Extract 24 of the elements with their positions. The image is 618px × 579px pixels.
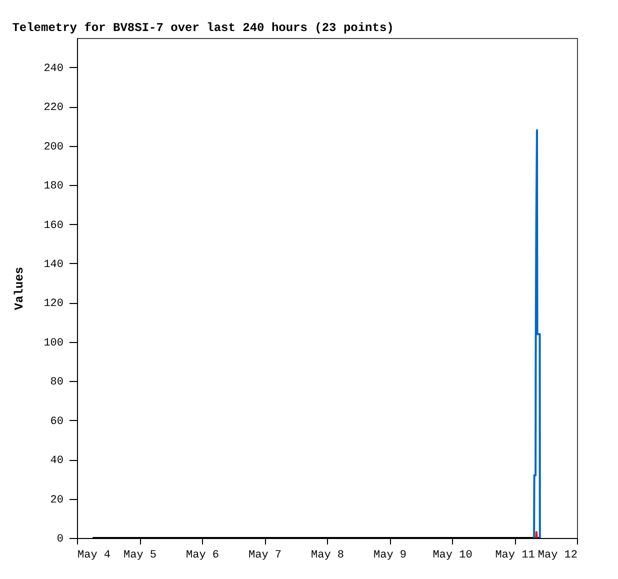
x-tick-label: May 5 bbox=[123, 550, 157, 562]
y-tick-label: 40 bbox=[50, 455, 64, 468]
y-tick-label: 60 bbox=[50, 416, 64, 428]
x-tick-label: May 12 bbox=[538, 550, 578, 562]
y-tick-label: 100 bbox=[44, 337, 64, 350]
y-tick-label: 200 bbox=[44, 141, 64, 154]
x-tick-label: May 6 bbox=[186, 550, 220, 562]
x-tick-label: May 11 bbox=[495, 550, 536, 562]
y-tick-label: 160 bbox=[44, 220, 64, 232]
y-tick-label: 20 bbox=[50, 494, 64, 506]
y-tick-label: 240 bbox=[44, 62, 64, 75]
x-tick-label: May 7 bbox=[248, 550, 282, 562]
y-tick-label: 80 bbox=[50, 376, 64, 389]
x-tick-label: May 9 bbox=[373, 550, 407, 562]
y-tick-label: 0 bbox=[56, 534, 64, 546]
y-tick-label: 220 bbox=[44, 102, 64, 114]
x-tick-label: May 8 bbox=[310, 550, 344, 562]
x-tick-label: May 4 bbox=[78, 550, 111, 562]
y-tick-label: 140 bbox=[44, 258, 64, 271]
x-tick-label: May 10 bbox=[432, 550, 472, 562]
chart-title: Telemetry for BV8SI-7 over last 240 hours (23 points) bbox=[12, 21, 394, 35]
y-tick-label: 120 bbox=[44, 298, 64, 310]
y-tick-label: 180 bbox=[44, 180, 64, 193]
y-axis-title: Values bbox=[12, 266, 27, 310]
